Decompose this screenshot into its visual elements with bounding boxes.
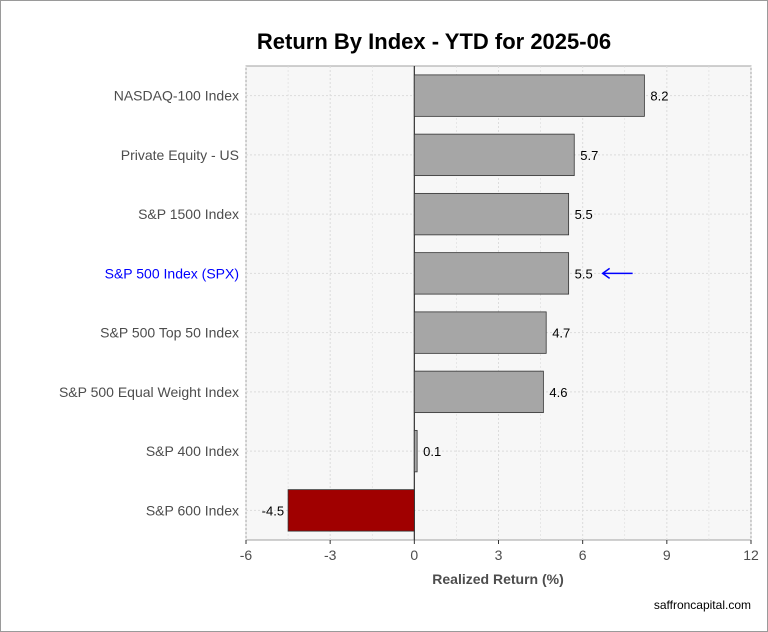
bars — [287, 74, 645, 532]
x-tick-label: 12 — [743, 547, 759, 563]
data-label: 5.7 — [580, 148, 598, 163]
bar — [413, 74, 645, 117]
category-label: S&P 600 Index — [146, 502, 239, 518]
data-labels: 8.2 5.7 5.5 5.5 4.7 4.6 0.1 -4.5 — [262, 89, 669, 519]
category-label: S&P 1500 Index — [138, 206, 239, 222]
x-tick-label: 6 — [579, 547, 587, 563]
data-label: 8.2 — [650, 89, 668, 104]
x-tick-label: 3 — [495, 547, 503, 563]
x-tick-label: 9 — [663, 547, 671, 563]
x-axis-title: Realized Return (%) — [432, 571, 563, 587]
x-tick-label: 0 — [410, 547, 418, 563]
category-label: Private Equity - US — [121, 147, 239, 163]
x-axis-ticks: -6 -3 0 3 6 9 12 — [240, 540, 759, 563]
bar — [413, 370, 544, 414]
bar — [287, 489, 415, 532]
data-label: 5.5 — [575, 266, 593, 281]
highlight-markers — [601, 267, 633, 279]
data-label: 4.7 — [552, 326, 570, 341]
category-label: S&P 400 Index — [146, 443, 239, 459]
category-labels: NASDAQ-100 Index Private Equity - US S&P 1… — [59, 88, 239, 519]
chart-title: Return By Index - YTD for 2025-06 — [257, 29, 611, 54]
x-tick-label: -6 — [240, 547, 253, 563]
highlight-arrow-icon — [601, 267, 633, 279]
bar — [413, 311, 547, 354]
data-label: 5.5 — [575, 207, 593, 222]
data-label: -4.5 — [262, 503, 284, 518]
bar — [413, 252, 570, 295]
bar — [413, 192, 570, 236]
bar — [413, 133, 575, 177]
bar — [413, 429, 418, 473]
category-label: NASDAQ-100 Index — [114, 88, 239, 104]
x-tick-label: -3 — [324, 547, 337, 563]
credit-text: saffroncapital.com — [654, 598, 751, 612]
category-label: S&P 500 Top 50 Index — [100, 325, 239, 341]
data-label: 4.6 — [549, 385, 567, 400]
data-label: 0.1 — [423, 444, 441, 459]
category-label: S&P 500 Equal Weight Index — [59, 384, 239, 400]
category-label: S&P 500 Index (SPX) — [105, 265, 239, 281]
